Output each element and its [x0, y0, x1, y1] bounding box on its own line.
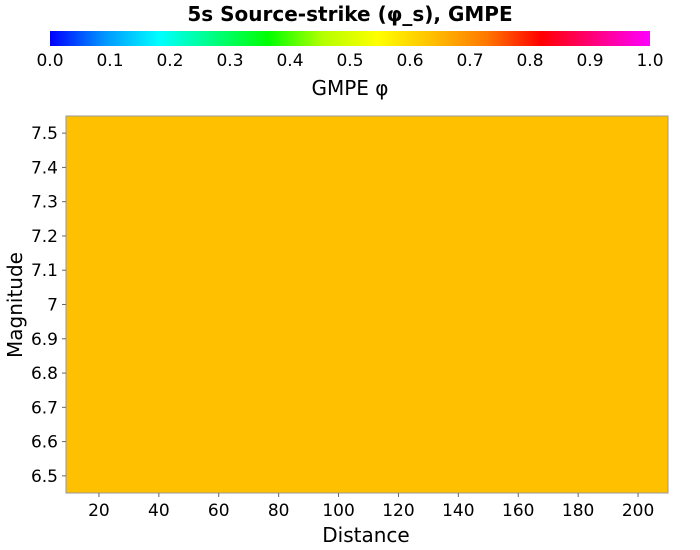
colorbar-tick-label: 0.5 [336, 51, 363, 71]
x-tick-label: 180 [562, 501, 594, 521]
x-tick-label: 60 [208, 501, 230, 521]
x-tick-label: 40 [148, 501, 170, 521]
heatmap-cell [66, 116, 668, 493]
x-tick-label: 140 [442, 501, 474, 521]
chart-title: 5s Source-strike (φ_s), GMPE [187, 2, 513, 26]
y-tick-label: 7.1 [31, 261, 58, 281]
y-axis-label: Magnitude [3, 252, 27, 358]
colorbar [50, 31, 650, 46]
colorbar-tick-label: 0.0 [36, 51, 63, 71]
y-tick-label: 6.9 [31, 330, 58, 350]
x-tick-label: 100 [322, 501, 354, 521]
colorbar-tick-label: 0.8 [516, 51, 543, 71]
colorbar-tick-label: 0.7 [456, 51, 483, 71]
x-tick-label: 200 [622, 501, 654, 521]
colorbar-label: GMPE φ [311, 76, 388, 100]
x-tick-label: 160 [502, 501, 534, 521]
y-tick-label: 6.6 [31, 433, 58, 453]
colorbar-tick-label: 0.3 [216, 51, 243, 71]
colorbar-tick-label: 0.1 [96, 51, 123, 71]
y-tick-label: 6.5 [31, 467, 58, 487]
y-tick-label: 6.8 [31, 364, 58, 384]
x-tick-label: 120 [382, 501, 414, 521]
y-tick-label: 7.5 [31, 124, 58, 144]
colorbar-tick-label: 0.6 [396, 51, 423, 71]
colorbar-tick-label: 0.4 [276, 51, 303, 71]
x-tick-label: 20 [88, 501, 110, 521]
y-tick-label: 7 [47, 296, 58, 316]
y-tick-label: 6.7 [31, 398, 58, 418]
y-tick-label: 7.2 [31, 227, 58, 247]
colorbar-tick-label: 1.0 [636, 51, 663, 71]
y-tick-label: 7.4 [31, 158, 58, 178]
y-tick-label: 7.3 [31, 193, 58, 213]
x-tick-label: 80 [268, 501, 290, 521]
colorbar-tick-label: 0.2 [156, 51, 183, 71]
colorbar-tick-label: 0.9 [576, 51, 603, 71]
x-axis-label: Distance [322, 523, 409, 547]
